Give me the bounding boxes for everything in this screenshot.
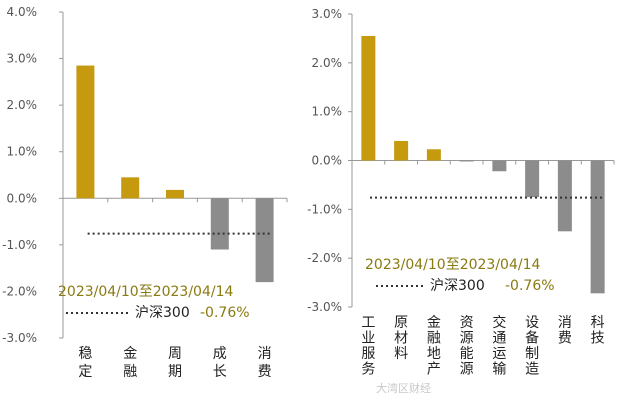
bar-周期 <box>166 189 184 199</box>
reference-value-label: -0.76% <box>505 278 555 294</box>
y-tick-label: 2.0% <box>7 98 38 112</box>
bar-消费 <box>255 198 274 283</box>
category-label: 周期 <box>168 346 182 380</box>
y-tick-label: 1.0% <box>312 105 343 119</box>
y-tick-label: -1.0% <box>2 238 37 252</box>
bar-设备制造 <box>525 160 540 198</box>
y-tick-label: -3.0% <box>2 331 37 345</box>
bar-科技 <box>590 160 605 294</box>
legend-label: 沪深300 <box>135 305 190 321</box>
y-tick-label: -2.0% <box>307 251 342 265</box>
watermark-text: 大湾区财经 <box>376 381 431 395</box>
category-label: 科技 <box>591 315 605 347</box>
y-tick-label: 3.0% <box>7 52 38 66</box>
category-label: 稳定 <box>78 346 92 380</box>
y-tick-label: 4.0% <box>7 5 38 19</box>
bar-金融地产 <box>426 149 441 161</box>
bar-资源能源 <box>459 160 474 162</box>
bar-工业服务 <box>361 35 376 161</box>
category-label: 金融 <box>123 346 137 380</box>
y-tick-label: -2.0% <box>2 284 37 298</box>
right-chart: -3.0% -2.0% -1.0% 0.0% 1.0% 2.0% 3.0% 工业服务 原材料 金融… <box>307 7 615 378</box>
category-label: 金融地产 <box>427 315 441 378</box>
bar-成长 <box>210 198 229 250</box>
y-tick-label: 1.0% <box>7 145 38 159</box>
bar-金融 <box>121 177 140 199</box>
category-label: 资源能源 <box>460 315 474 378</box>
y-tick-label: 0.0% <box>7 191 38 205</box>
y-tick-label: 3.0% <box>312 7 343 21</box>
left-chart: -3.0% -2.0% -1.0% 0.0% 1.0% 2.0% 3.0% 4.0% 稳定金融周… <box>2 5 288 380</box>
category-label: 交通运输 <box>492 314 506 378</box>
bar-交通运输 <box>492 160 507 172</box>
category-label: 消费 <box>558 315 572 347</box>
category-label: 原材料 <box>394 315 408 362</box>
category-label: 成长 <box>213 346 227 380</box>
legend-label: 沪深300 <box>430 278 485 294</box>
y-tick-label: -3.0% <box>307 300 342 314</box>
bar-消费 <box>557 160 572 232</box>
category-label: 消费 <box>258 346 272 380</box>
date-range-annotation: 2023/04/10至2023/04/14 <box>365 257 540 273</box>
reference-value-label: -0.76% <box>200 305 250 321</box>
date-range-annotation: 2023/04/10至2023/04/14 <box>58 284 233 300</box>
bar-稳定 <box>76 65 95 199</box>
y-tick-label: -1.0% <box>307 202 342 216</box>
category-label: 工业服务 <box>361 315 375 378</box>
category-label: 设备制造 <box>525 315 539 378</box>
y-tick-label: 0.0% <box>312 154 343 168</box>
y-tick-label: 2.0% <box>312 56 343 70</box>
bar-原材料 <box>394 140 409 161</box>
